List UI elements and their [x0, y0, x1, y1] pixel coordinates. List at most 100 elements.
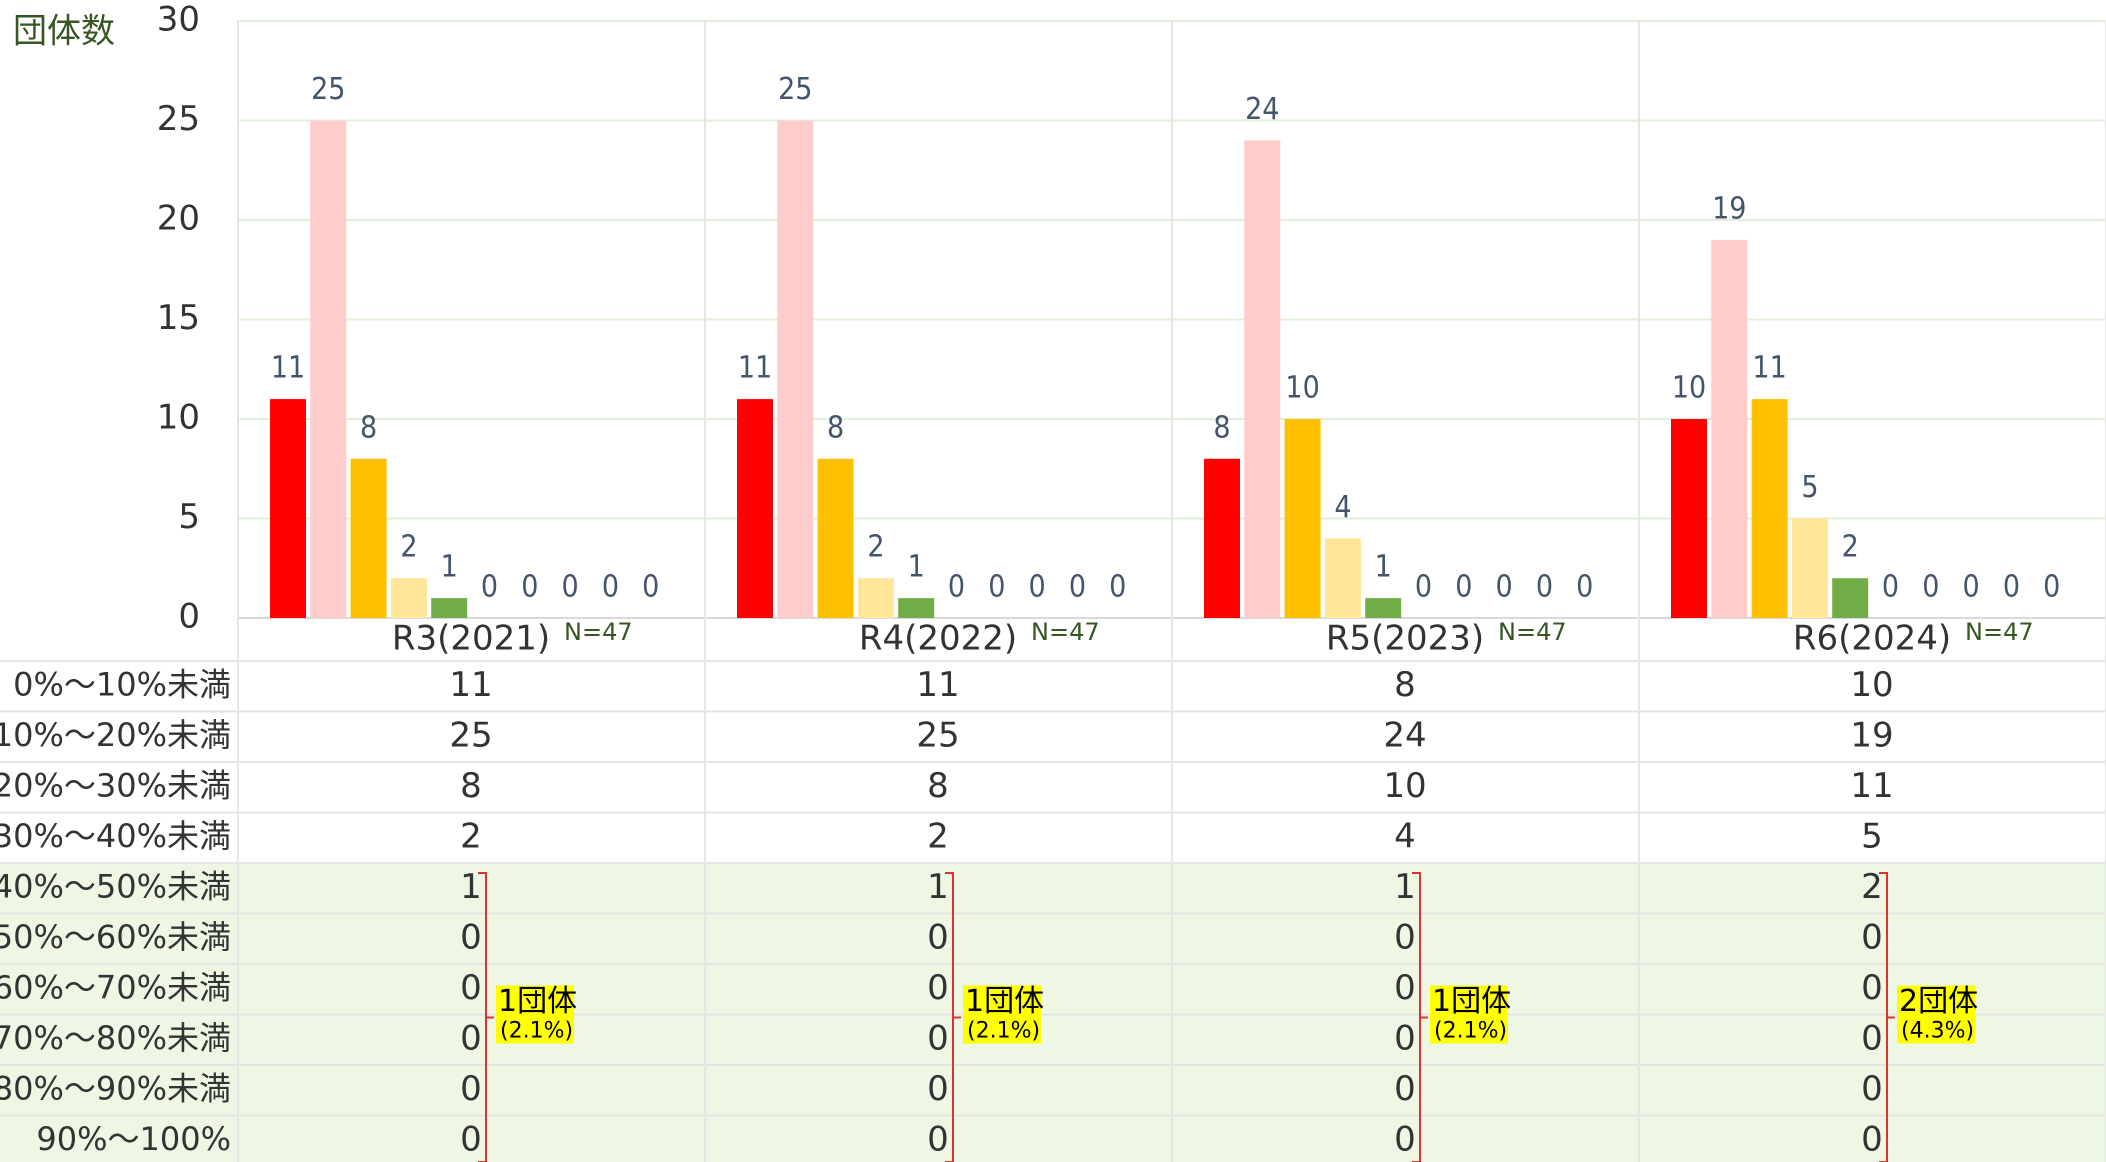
data-label: 0 — [1922, 570, 1939, 605]
annotation-bg — [1430, 1019, 1508, 1044]
bar — [1244, 140, 1281, 618]
y-tick-label: 15 — [157, 298, 200, 338]
data-label: 2 — [1842, 530, 1859, 565]
bar — [1711, 239, 1748, 618]
bracket — [478, 872, 494, 1162]
bar — [898, 598, 935, 618]
bar — [350, 458, 387, 618]
bar — [1204, 458, 1240, 618]
data-label: 0 — [1576, 570, 1593, 605]
data-label: 0 — [481, 570, 498, 605]
bracket — [1879, 872, 1895, 1162]
table-cell: 1 — [1394, 867, 1416, 907]
x-tick-label: R6(2024) — [1793, 619, 1951, 659]
annotation: (2.1%) — [500, 1019, 573, 1044]
table-cell: 8 — [460, 766, 482, 806]
n-label: N=47 — [1031, 618, 1100, 646]
table-cell: 0 — [927, 1119, 949, 1159]
data-label: 1 — [441, 550, 458, 585]
annotation: (4.3%) — [1901, 1019, 1974, 1044]
table-cell: 2 — [927, 816, 949, 856]
table-cell: 5 — [1861, 816, 1883, 856]
row-label: 90%～100% — [36, 1120, 231, 1158]
table-cell: 0 — [1861, 1069, 1883, 1109]
data-label: 11 — [271, 351, 305, 386]
bar — [817, 458, 854, 618]
data-label: 5 — [1801, 470, 1818, 505]
table-cell: 0 — [1394, 1119, 1416, 1159]
data-label: 25 — [311, 72, 345, 107]
row-label: 80%～90%未満 — [0, 1069, 231, 1107]
table-cell: 0 — [1861, 968, 1883, 1008]
row-label: 70%～80%未満 — [0, 1019, 231, 1057]
data-label: 4 — [1334, 490, 1351, 525]
data-label: 8 — [1213, 410, 1230, 445]
x-tick-label: R3(2021) — [392, 619, 550, 659]
data-label: 0 — [1963, 570, 1980, 605]
data-label: 0 — [1069, 570, 1086, 605]
table-cell: 0 — [460, 1018, 482, 1058]
data-label: 8 — [360, 410, 377, 445]
data-label: 19 — [1712, 191, 1746, 226]
data-label: 0 — [988, 570, 1005, 605]
bar — [270, 399, 306, 618]
table-cell: 1 — [460, 867, 482, 907]
bar — [777, 120, 814, 618]
bar — [1365, 598, 1402, 618]
bar — [431, 598, 468, 618]
n-label: N=47 — [1965, 618, 2034, 646]
n-label: N=47 — [1498, 618, 1567, 646]
annotation: 1団体 — [498, 984, 577, 1019]
data-label: 0 — [1536, 570, 1553, 605]
data-label: 0 — [1882, 570, 1899, 605]
data-label: 0 — [1109, 570, 1126, 605]
table-cell: 0 — [1861, 1018, 1883, 1058]
bar — [1832, 578, 1869, 618]
data-label: 2 — [867, 530, 884, 565]
data-label: 0 — [2003, 570, 2020, 605]
data-label: 0 — [1455, 570, 1472, 605]
data-label: 1 — [1375, 550, 1392, 585]
row-label: 0%～10%未満 — [13, 665, 231, 703]
table-cell: 11 — [1850, 766, 1893, 806]
table-cell: 25 — [916, 715, 959, 755]
table-cell: 0 — [1861, 917, 1883, 957]
table-cell: 2 — [1861, 867, 1883, 907]
y-tick-label: 0 — [178, 597, 200, 637]
annotation-bg — [1897, 985, 1975, 1020]
x-tick-label: R5(2023) — [1326, 619, 1484, 659]
table-cell: 0 — [460, 968, 482, 1008]
row-label: 10%～20%未満 — [0, 716, 231, 754]
table-cell: 0 — [460, 1119, 482, 1159]
annotation-bg — [1430, 985, 1508, 1020]
annotation-bg — [496, 985, 574, 1020]
data-label: 0 — [602, 570, 619, 605]
annotation-bg — [1897, 1019, 1975, 1044]
table-cell: 24 — [1383, 715, 1426, 755]
data-label: 11 — [1752, 351, 1786, 386]
x-tick-label: R4(2022) — [859, 619, 1017, 659]
table-cell: 1 — [927, 867, 949, 907]
bar — [390, 578, 427, 618]
data-label: 0 — [2043, 570, 2060, 605]
table-cell: 10 — [1850, 665, 1893, 705]
data-label: 0 — [1415, 570, 1432, 605]
data-label: 25 — [778, 72, 812, 107]
table-cell: 0 — [927, 1018, 949, 1058]
bar — [1671, 419, 1707, 618]
row-label: 30%～40%未満 — [0, 817, 231, 855]
row-label: 20%～30%未満 — [0, 766, 231, 804]
table-cell: 0 — [1394, 917, 1416, 957]
table-cell: 11 — [916, 665, 959, 705]
table-cell: 0 — [460, 1069, 482, 1109]
data-label: 0 — [1029, 570, 1046, 605]
table-cell: 0 — [927, 968, 949, 1008]
annotation-bg — [963, 1019, 1041, 1044]
table-cell: 0 — [1394, 968, 1416, 1008]
y-axis-label: 団体数 — [13, 12, 115, 52]
data-label: 0 — [642, 570, 659, 605]
y-tick-label: 5 — [178, 497, 200, 537]
table-cell: 0 — [1394, 1018, 1416, 1058]
data-label: 10 — [1672, 371, 1706, 406]
